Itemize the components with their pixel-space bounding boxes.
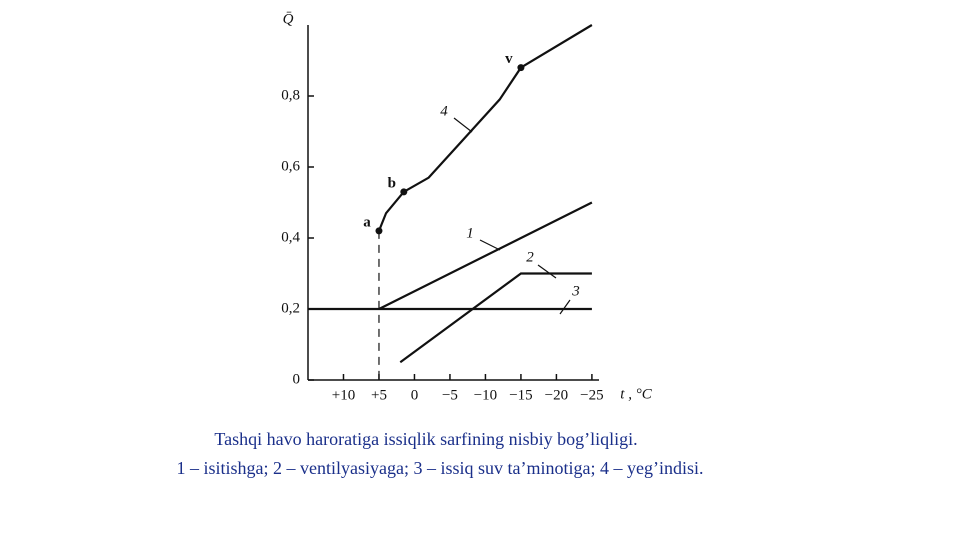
y-tick-label: 0,8 xyxy=(281,87,300,103)
x-tick-label: −20 xyxy=(545,387,568,403)
caption-line: Tashqi havo haroratiga issiqlik sarfinin… xyxy=(214,429,637,449)
x-tick-label: +10 xyxy=(332,387,355,403)
series-label: 2 xyxy=(526,249,534,265)
point xyxy=(517,64,525,72)
y-axis-label: Q̄ xyxy=(283,11,294,27)
x-tick-label: +5 xyxy=(371,387,387,403)
leader-line xyxy=(559,299,571,315)
leader-line xyxy=(479,239,501,251)
leader-line xyxy=(537,264,557,279)
caption-line: 1 – isitishga; 2 – ventilyasiyaga; 3 – i… xyxy=(177,458,704,478)
point-label: b xyxy=(388,175,396,191)
series-label: 1 xyxy=(466,225,474,241)
x-axis-label: t , °C xyxy=(620,386,652,402)
series-label: 4 xyxy=(440,103,448,119)
series-line xyxy=(378,201,593,310)
x-tick-label: 0 xyxy=(411,387,419,403)
y-tick-label: 0,2 xyxy=(281,300,300,316)
series-line xyxy=(377,24,593,232)
point xyxy=(400,188,408,196)
leader-line xyxy=(453,117,473,133)
x-tick-label: −5 xyxy=(442,387,458,403)
point-label: a xyxy=(363,214,371,230)
series-line xyxy=(399,272,592,364)
x-tick-label: −10 xyxy=(474,387,497,403)
y-tick-label: 0 xyxy=(293,371,301,387)
y-tick-label: 0,6 xyxy=(281,158,300,174)
point-label: v xyxy=(505,51,513,67)
x-tick-label: −15 xyxy=(509,387,532,403)
series-label: 3 xyxy=(571,283,580,299)
x-tick-label: −25 xyxy=(580,387,603,403)
y-tick-label: 0,4 xyxy=(281,229,300,245)
